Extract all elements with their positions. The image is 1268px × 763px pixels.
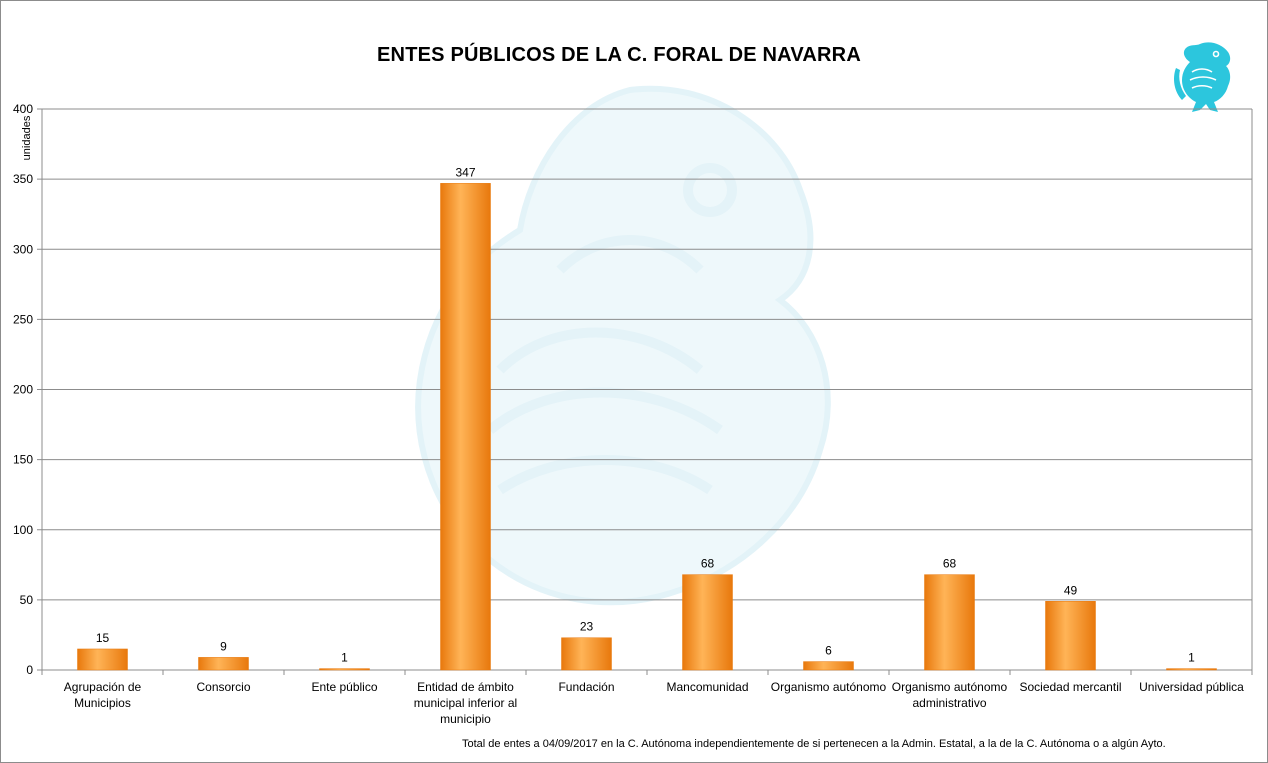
y-tick-label: 400 bbox=[13, 102, 33, 116]
x-tick-label: Organismo autónomo administrativo bbox=[892, 680, 1008, 710]
y-axis-label: unidades bbox=[21, 115, 33, 160]
bar bbox=[561, 637, 612, 671]
data-label: 68 bbox=[943, 557, 957, 571]
bar bbox=[1045, 601, 1096, 671]
navarra-eagle-logo-icon bbox=[1174, 42, 1231, 112]
x-tick-label: Universidad pública bbox=[1139, 680, 1244, 694]
chart-title: ENTES PÚBLICOS DE LA C. FORAL DE NAVARRA bbox=[377, 44, 861, 66]
bar bbox=[924, 574, 975, 671]
y-tick-label: 350 bbox=[13, 172, 33, 186]
data-label: 9 bbox=[220, 639, 227, 653]
data-label: 15 bbox=[96, 631, 110, 645]
y-tick-label: 50 bbox=[20, 593, 34, 607]
bar bbox=[803, 661, 854, 671]
x-tick-label: Agrupación de Municipios bbox=[64, 680, 142, 710]
data-label: 347 bbox=[455, 165, 475, 179]
y-tick-label: 100 bbox=[13, 523, 33, 537]
bar bbox=[319, 668, 370, 671]
bar bbox=[198, 657, 249, 671]
data-label: 6 bbox=[825, 644, 832, 658]
x-tick-label: Sociedad mercantil bbox=[1019, 680, 1121, 694]
y-tick-label: 250 bbox=[13, 312, 33, 326]
data-label: 1 bbox=[1188, 651, 1195, 665]
bar bbox=[1166, 668, 1217, 671]
x-tick-label: Fundación bbox=[558, 680, 614, 694]
x-tick-label: Mancomunidad bbox=[666, 680, 748, 694]
bar bbox=[77, 648, 128, 671]
data-label: 49 bbox=[1064, 583, 1078, 597]
x-tick-label: Ente público bbox=[311, 680, 377, 694]
y-tick-label: 200 bbox=[13, 383, 33, 397]
data-label: 23 bbox=[580, 620, 594, 634]
x-tick-label: Organismo autónomo bbox=[771, 680, 887, 694]
bar bbox=[440, 183, 491, 671]
x-tick-label: Consorcio bbox=[196, 680, 250, 694]
y-tick-label: 150 bbox=[13, 453, 33, 467]
bar bbox=[682, 574, 733, 671]
y-tick-label: 300 bbox=[13, 242, 33, 256]
data-label: 1 bbox=[341, 651, 348, 665]
y-tick-label: 0 bbox=[26, 663, 33, 677]
x-tick-label: Entidad de ámbito municipal inferior al mu… bbox=[414, 680, 517, 726]
data-label: 68 bbox=[701, 557, 715, 571]
footnote: Total de entes a 04/09/2017 en la C. Aut… bbox=[462, 738, 1166, 750]
